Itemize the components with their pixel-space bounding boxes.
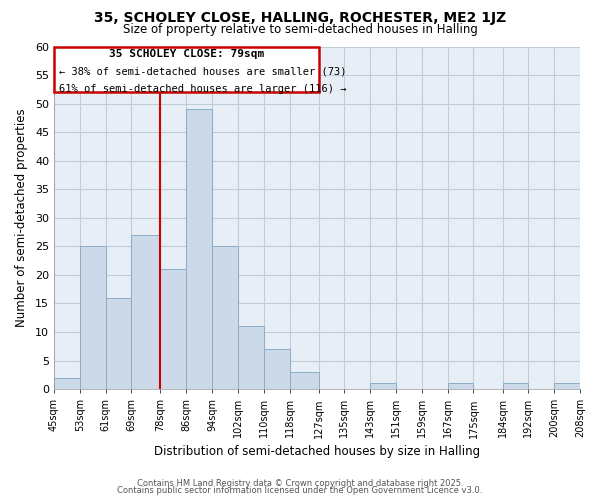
Bar	[54, 378, 80, 389]
FancyBboxPatch shape	[54, 46, 319, 92]
Bar	[106, 298, 131, 389]
Y-axis label: Number of semi-detached properties: Number of semi-detached properties	[15, 108, 28, 327]
Bar	[503, 384, 529, 389]
Text: 35, SCHOLEY CLOSE, HALLING, ROCHESTER, ME2 1JZ: 35, SCHOLEY CLOSE, HALLING, ROCHESTER, M…	[94, 11, 506, 25]
X-axis label: Distribution of semi-detached houses by size in Halling: Distribution of semi-detached houses by …	[154, 444, 480, 458]
Text: Size of property relative to semi-detached houses in Halling: Size of property relative to semi-detach…	[122, 22, 478, 36]
Bar	[264, 349, 290, 389]
Bar	[160, 269, 186, 389]
Bar	[131, 235, 160, 389]
Text: 35 SCHOLEY CLOSE: 79sqm: 35 SCHOLEY CLOSE: 79sqm	[109, 50, 264, 59]
Text: ← 38% of semi-detached houses are smaller (73): ← 38% of semi-detached houses are smalle…	[59, 66, 346, 76]
Bar	[290, 372, 319, 389]
Bar	[554, 384, 580, 389]
Bar	[80, 246, 106, 389]
Bar	[370, 384, 396, 389]
Bar	[238, 326, 264, 389]
Text: 61% of semi-detached houses are larger (116) →: 61% of semi-detached houses are larger (…	[59, 84, 346, 94]
Text: Contains public sector information licensed under the Open Government Licence v3: Contains public sector information licen…	[118, 486, 482, 495]
Bar	[448, 384, 473, 389]
Bar	[212, 246, 238, 389]
Text: Contains HM Land Registry data © Crown copyright and database right 2025.: Contains HM Land Registry data © Crown c…	[137, 478, 463, 488]
Bar	[186, 110, 212, 389]
